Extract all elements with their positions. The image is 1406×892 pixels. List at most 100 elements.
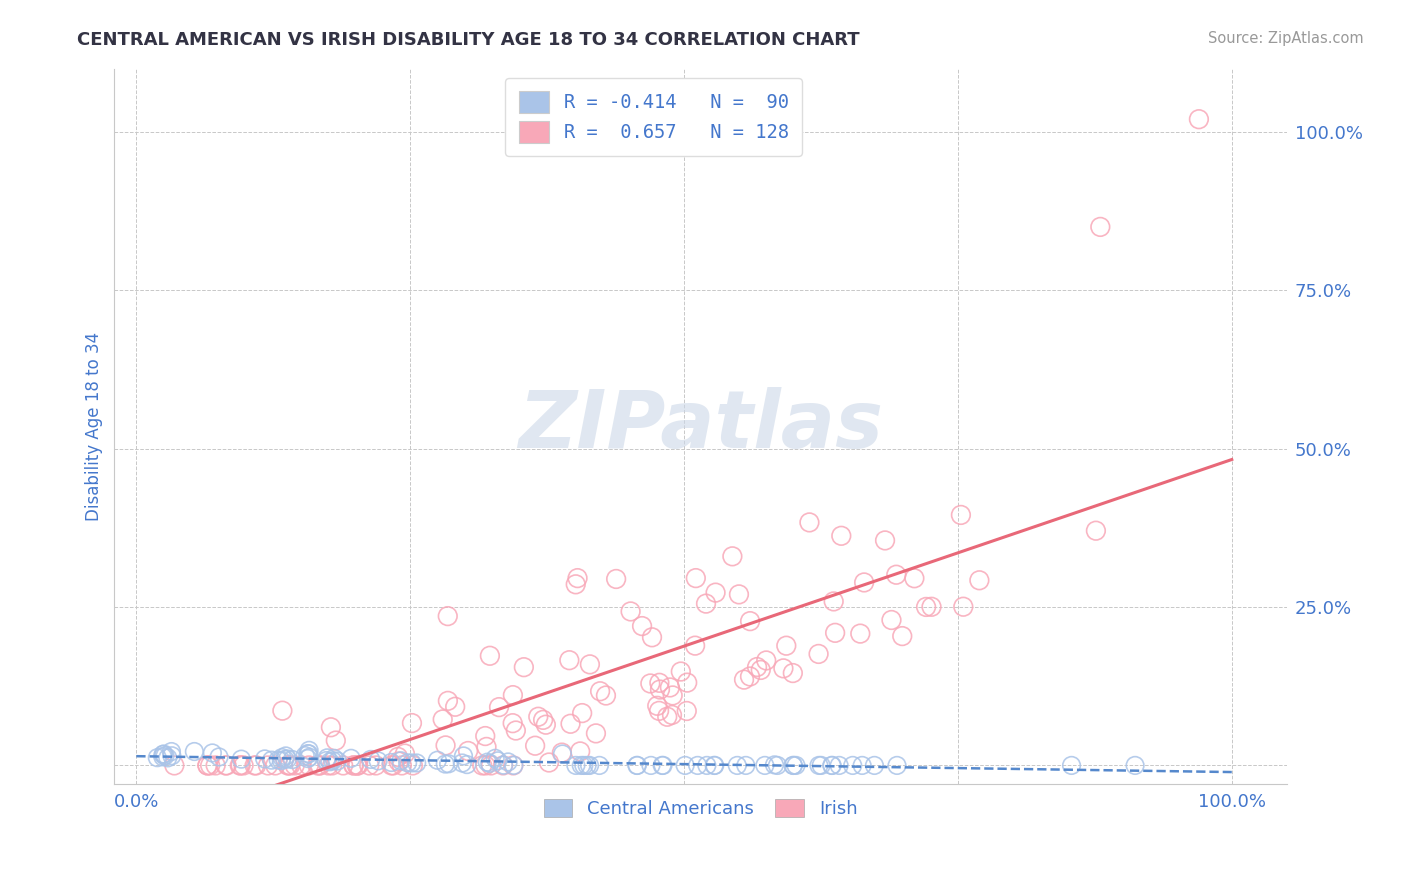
Point [733, 673, 755, 687]
Point [849, 626, 872, 640]
Point [915, 599, 938, 614]
Point [502, 758, 524, 772]
Point [359, 758, 381, 772]
Point [782, 758, 804, 772]
Point [391, 758, 413, 772]
Point [785, 758, 807, 772]
Point [229, 758, 252, 772]
Point [277, 758, 299, 772]
Point [595, 689, 617, 703]
Point [853, 575, 876, 590]
Point [721, 549, 744, 564]
Point [841, 758, 863, 772]
Point [488, 700, 510, 714]
Point [245, 758, 267, 772]
Point [436, 609, 458, 624]
Point [728, 587, 751, 601]
Point [754, 758, 776, 772]
Point [214, 758, 236, 772]
Point [364, 758, 387, 772]
Point [652, 758, 675, 772]
Point [782, 666, 804, 681]
Point [585, 726, 607, 740]
Point [183, 745, 205, 759]
Point [405, 756, 427, 770]
Point [640, 758, 662, 772]
Point [683, 639, 706, 653]
Point [267, 753, 290, 767]
Point [163, 758, 186, 772]
Point [160, 748, 183, 763]
Point [253, 752, 276, 766]
Point [342, 758, 364, 772]
Point [527, 710, 550, 724]
Point [152, 747, 174, 761]
Point [307, 758, 329, 772]
Point [651, 758, 673, 772]
Point [775, 639, 797, 653]
Point [1188, 112, 1211, 127]
Point [318, 758, 340, 772]
Point [821, 758, 844, 772]
Point [558, 653, 581, 667]
Point [505, 723, 527, 738]
Point [257, 758, 280, 772]
Point [949, 508, 972, 522]
Point [1090, 219, 1112, 234]
Point [325, 733, 347, 747]
Point [880, 613, 903, 627]
Point [531, 713, 554, 727]
Point [657, 710, 679, 724]
Point [661, 689, 683, 703]
Point [367, 754, 389, 768]
Point [492, 758, 515, 772]
Point [309, 758, 332, 772]
Point [551, 747, 574, 761]
Point [725, 758, 748, 772]
Point [284, 758, 307, 772]
Point [537, 756, 560, 770]
Point [1060, 758, 1083, 772]
Point [640, 676, 662, 690]
Point [884, 567, 907, 582]
Point [457, 744, 479, 758]
Point [346, 758, 368, 772]
Point [402, 758, 425, 772]
Point [474, 729, 496, 743]
Point [502, 688, 524, 702]
Point [229, 758, 252, 772]
Point [502, 716, 524, 731]
Point [686, 758, 709, 772]
Point [271, 704, 294, 718]
Point [648, 704, 671, 718]
Point [298, 747, 321, 761]
Point [260, 753, 283, 767]
Point [704, 585, 727, 599]
Point [1123, 758, 1146, 772]
Point [551, 746, 574, 760]
Point [396, 756, 419, 770]
Point [589, 684, 612, 698]
Point [444, 699, 467, 714]
Point [1084, 524, 1107, 538]
Point [474, 758, 496, 772]
Point [626, 758, 648, 772]
Point [401, 716, 423, 731]
Point [278, 758, 301, 772]
Point [346, 758, 368, 772]
Point [648, 682, 671, 697]
Point [432, 713, 454, 727]
Point [648, 675, 671, 690]
Point [631, 619, 654, 633]
Point [823, 594, 845, 608]
Point [569, 744, 592, 758]
Point [645, 698, 668, 713]
Point [661, 707, 683, 722]
Point [478, 756, 501, 771]
Point [456, 757, 478, 772]
Point [281, 753, 304, 767]
Point [891, 629, 914, 643]
Point [270, 754, 292, 768]
Point [197, 758, 219, 772]
Point [641, 630, 664, 644]
